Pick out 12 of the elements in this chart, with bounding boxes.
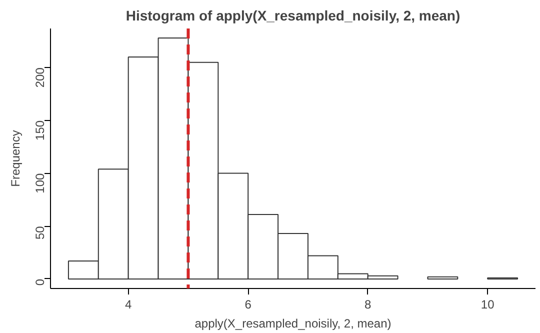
x-tick-label: 10 (480, 298, 495, 312)
x-tick-label: 6 (244, 298, 252, 312)
y-tick-label: 150 (33, 120, 47, 140)
y-tick-label: 0 (33, 278, 47, 286)
x-tick-label: 4 (125, 298, 132, 312)
chart-title: Histogram of apply(X_resampled_noisily, 2, mean) (126, 8, 460, 24)
y-axis-title: Frequency (8, 130, 22, 187)
y-tick-label: 200 (33, 67, 47, 88)
x-axis-title: apply(X_resampled_noisily, 2, mean) (194, 316, 392, 330)
y-tick-label: 100 (33, 172, 47, 194)
x-tick-label: 8 (364, 298, 372, 312)
y-tick-label: 50 (33, 226, 47, 240)
